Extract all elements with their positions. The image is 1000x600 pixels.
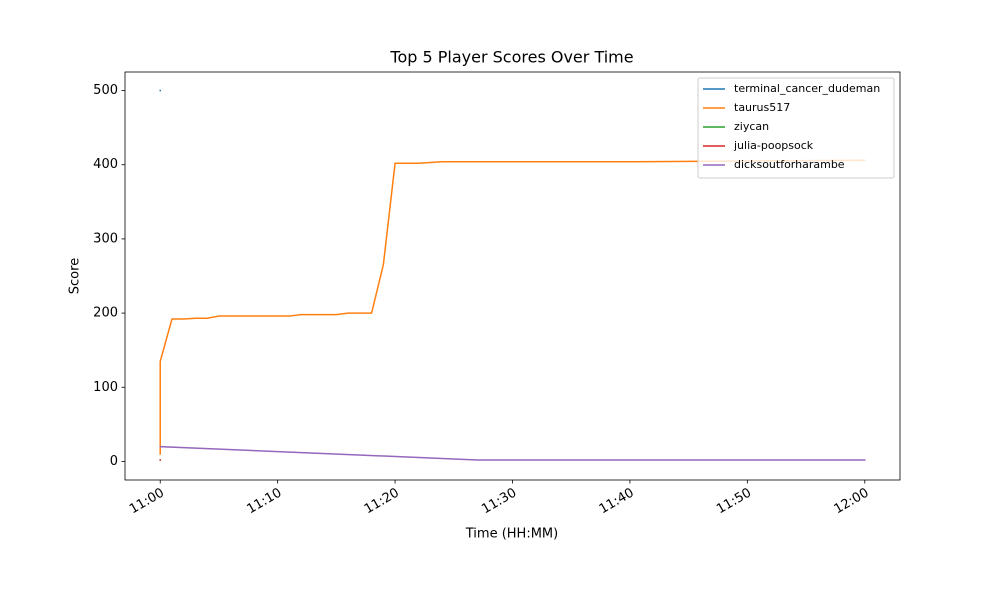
legend-label: terminal_cancer_dudeman [734, 82, 880, 95]
y-axis-label: Score [68, 258, 83, 294]
legend-label: taurus517 [734, 101, 790, 114]
legend-box [697, 77, 895, 179]
y-tick-label: 300 [93, 231, 118, 246]
legend: terminal_cancer_dudeman taurus517 ziycan ju… [697, 77, 895, 179]
y-tick-label: 500 [93, 83, 118, 98]
x-axis-label: Time (HH:MM) [465, 527, 558, 542]
series-line [159, 445, 866, 461]
series-line [159, 159, 866, 455]
chart-title: Top 5 Player Scores Over Time [389, 48, 633, 67]
legend-label: julia-poopsock [733, 139, 814, 152]
plot-area [159, 89, 866, 461]
legend-label: dicksoutforharambe [734, 158, 845, 171]
y-tick-label: 200 [93, 306, 118, 321]
legend-label: ziycan [734, 120, 769, 133]
y-tick-label: 0 [110, 454, 118, 469]
y-tick-label: 100 [93, 380, 118, 395]
y-tick-label: 400 [93, 157, 118, 172]
